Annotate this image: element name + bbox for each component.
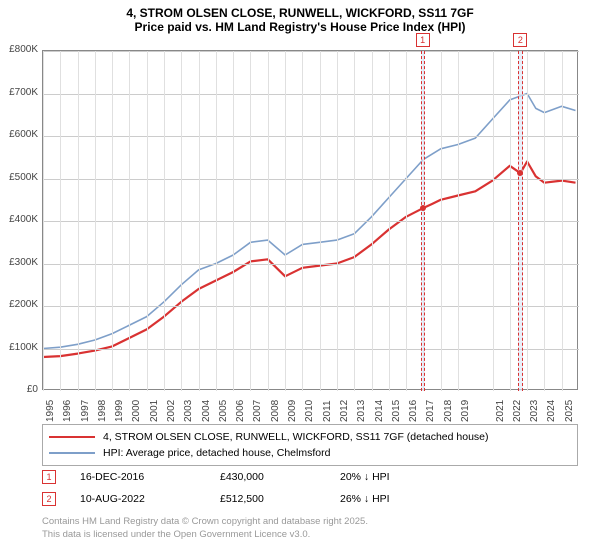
x-tick-label: 2024 bbox=[546, 400, 557, 422]
table-row: 2 10-AUG-2022 £512,500 26% ↓ HPI bbox=[42, 488, 460, 510]
x-tick-label: 2017 bbox=[425, 400, 436, 422]
title-line-2: Price paid vs. HM Land Registry's House … bbox=[0, 20, 600, 34]
y-tick-label: £200K bbox=[9, 299, 38, 310]
marker-dot bbox=[420, 205, 426, 211]
y-tick-label: £100K bbox=[9, 342, 38, 353]
tx-date-2: 10-AUG-2022 bbox=[80, 493, 220, 505]
x-tick-label: 2004 bbox=[201, 400, 212, 422]
tx-num-1: 1 bbox=[42, 470, 56, 484]
y-tick-label: £600K bbox=[9, 129, 38, 140]
tx-delta-1: 20% ↓ HPI bbox=[340, 471, 460, 483]
tx-price-1: £430,000 bbox=[220, 471, 340, 483]
x-tick-label: 2011 bbox=[322, 400, 333, 422]
legend-label-hpi: HPI: Average price, detached house, Chel… bbox=[103, 447, 330, 459]
footer-line-1: Contains HM Land Registry data © Crown c… bbox=[42, 516, 368, 529]
x-tick-label: 2025 bbox=[564, 400, 575, 422]
x-tick-label: 2019 bbox=[460, 400, 471, 422]
y-tick-label: £0 bbox=[27, 384, 38, 395]
x-tick-label: 2015 bbox=[391, 400, 402, 422]
marker-band bbox=[421, 51, 425, 391]
legend-row-price: 4, STROM OLSEN CLOSE, RUNWELL, WICKFORD,… bbox=[49, 429, 571, 445]
x-tick-label: 2012 bbox=[339, 400, 350, 422]
x-tick-label: 2014 bbox=[374, 400, 385, 422]
tx-date-1: 16-DEC-2016 bbox=[80, 471, 220, 483]
y-tick-label: £700K bbox=[9, 87, 38, 98]
x-tick-label: 2010 bbox=[304, 400, 315, 422]
marker-number: 1 bbox=[416, 33, 430, 47]
x-tick-label: 2005 bbox=[218, 400, 229, 422]
marker-number: 2 bbox=[513, 33, 527, 47]
x-tick-label: 2018 bbox=[443, 400, 454, 422]
footer-line-2: This data is licensed under the Open Gov… bbox=[42, 529, 368, 542]
x-tick-label: 1999 bbox=[114, 400, 125, 422]
tx-delta-2: 26% ↓ HPI bbox=[340, 493, 460, 505]
legend-swatch-price bbox=[49, 436, 95, 438]
marker-band bbox=[518, 51, 522, 391]
root: 4, STROM OLSEN CLOSE, RUNWELL, WICKFORD,… bbox=[0, 0, 600, 560]
legend-label-price: 4, STROM OLSEN CLOSE, RUNWELL, WICKFORD,… bbox=[103, 431, 489, 443]
transactions-table: 1 16-DEC-2016 £430,000 20% ↓ HPI 2 10-AU… bbox=[42, 466, 460, 510]
y-tick-label: £500K bbox=[9, 172, 38, 183]
x-tick-label: 2016 bbox=[408, 400, 419, 422]
x-tick-label: 2006 bbox=[235, 400, 246, 422]
tx-price-2: £512,500 bbox=[220, 493, 340, 505]
tx-num-2: 2 bbox=[42, 492, 56, 506]
x-tick-label: 1998 bbox=[97, 400, 108, 422]
y-tick-label: £300K bbox=[9, 257, 38, 268]
legend-row-hpi: HPI: Average price, detached house, Chel… bbox=[49, 445, 571, 461]
y-tick-label: £800K bbox=[9, 44, 38, 55]
legend: 4, STROM OLSEN CLOSE, RUNWELL, WICKFORD,… bbox=[42, 424, 578, 466]
x-tick-label: 2008 bbox=[270, 400, 281, 422]
x-tick-label: 2009 bbox=[287, 400, 298, 422]
x-tick-label: 2023 bbox=[529, 400, 540, 422]
x-tick-label: 1996 bbox=[62, 400, 73, 422]
x-tick-label: 2021 bbox=[495, 400, 506, 422]
x-tick-label: 1997 bbox=[80, 400, 91, 422]
footer: Contains HM Land Registry data © Crown c… bbox=[42, 516, 368, 542]
x-tick-label: 1995 bbox=[45, 400, 56, 422]
title-block: 4, STROM OLSEN CLOSE, RUNWELL, WICKFORD,… bbox=[0, 0, 600, 34]
x-tick-label: 2000 bbox=[131, 400, 142, 422]
x-tick-label: 2013 bbox=[356, 400, 367, 422]
plot: 12 bbox=[42, 50, 578, 390]
title-line-1: 4, STROM OLSEN CLOSE, RUNWELL, WICKFORD,… bbox=[0, 6, 600, 20]
y-tick-label: £400K bbox=[9, 214, 38, 225]
table-row: 1 16-DEC-2016 £430,000 20% ↓ HPI bbox=[42, 466, 460, 488]
x-tick-label: 2003 bbox=[183, 400, 194, 422]
x-tick-label: 2002 bbox=[166, 400, 177, 422]
legend-swatch-hpi bbox=[49, 452, 95, 454]
chart-area: 12 £0£100K£200K£300K£400K£500K£600K£700K… bbox=[42, 50, 578, 390]
x-tick-label: 2001 bbox=[149, 400, 160, 422]
x-tick-label: 2022 bbox=[512, 400, 523, 422]
x-tick-label: 2007 bbox=[252, 400, 263, 422]
